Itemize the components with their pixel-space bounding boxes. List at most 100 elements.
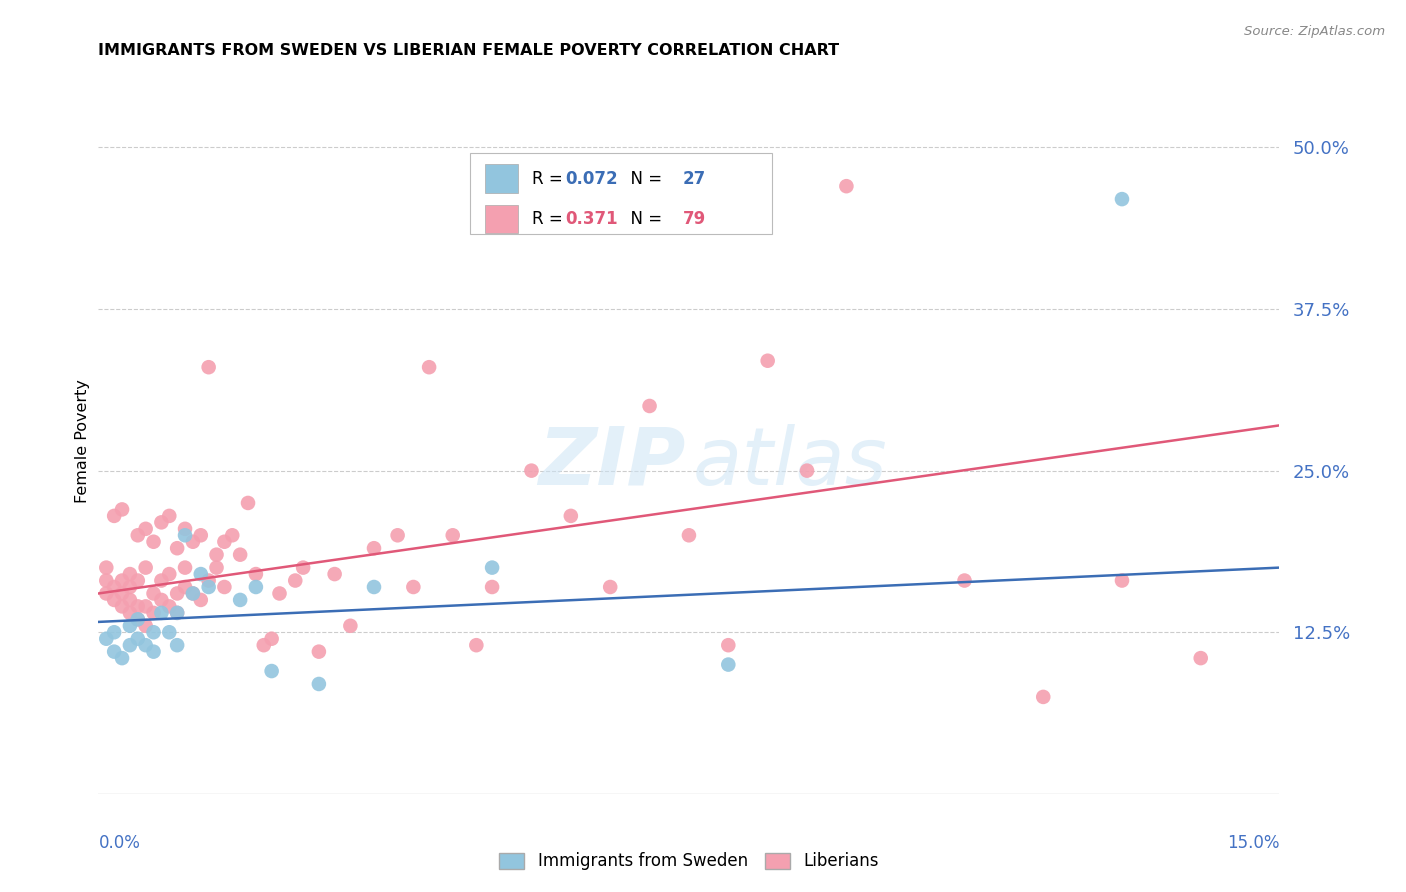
Point <box>111 574 134 588</box>
Point <box>441 528 464 542</box>
Point <box>142 586 165 600</box>
Point <box>174 528 197 542</box>
Bar <box>485 205 517 233</box>
Point <box>221 528 243 542</box>
Point <box>520 464 543 478</box>
Point <box>190 567 212 582</box>
Point <box>166 606 188 620</box>
Point <box>118 580 141 594</box>
Point <box>260 664 283 678</box>
Point <box>127 599 149 614</box>
Point <box>111 502 134 516</box>
Point <box>181 586 204 600</box>
Point <box>197 580 219 594</box>
Point <box>157 508 180 523</box>
Point <box>560 508 582 523</box>
Point <box>142 534 165 549</box>
Text: Source: ZipAtlas.com: Source: ZipAtlas.com <box>1244 25 1385 38</box>
Point <box>142 645 165 659</box>
Point <box>127 612 149 626</box>
Point <box>481 580 503 594</box>
Y-axis label: Female Poverty: Female Poverty <box>75 380 90 503</box>
Point <box>363 580 385 594</box>
Point <box>127 574 149 588</box>
Point <box>953 574 976 588</box>
Point <box>166 606 188 620</box>
Text: N =: N = <box>620 211 668 228</box>
Point <box>96 632 118 646</box>
Point <box>236 496 259 510</box>
Point <box>339 619 361 633</box>
Point <box>96 574 118 588</box>
Point <box>118 567 141 582</box>
Point <box>796 464 818 478</box>
Point <box>103 593 125 607</box>
Point <box>387 528 409 542</box>
Point <box>150 574 173 588</box>
Text: R =: R = <box>531 169 568 187</box>
Point <box>103 508 125 523</box>
Point <box>127 528 149 542</box>
Point <box>150 606 173 620</box>
Point <box>197 574 219 588</box>
Point <box>717 657 740 672</box>
Point <box>418 360 440 375</box>
Point <box>205 560 228 574</box>
Point <box>253 638 276 652</box>
Point <box>717 638 740 652</box>
Text: N =: N = <box>620 169 668 187</box>
Point <box>174 560 197 574</box>
Point <box>308 645 330 659</box>
Point <box>756 353 779 368</box>
Point <box>284 574 307 588</box>
Point <box>308 677 330 691</box>
Point <box>181 586 204 600</box>
Point <box>245 567 267 582</box>
Point <box>1111 574 1133 588</box>
Point <box>127 612 149 626</box>
Point <box>150 593 173 607</box>
Point <box>118 638 141 652</box>
Text: 0.371: 0.371 <box>565 211 617 228</box>
Point <box>363 541 385 556</box>
Point <box>157 625 180 640</box>
Point <box>111 586 134 600</box>
Point <box>190 593 212 607</box>
Point <box>166 541 188 556</box>
Point <box>214 580 236 594</box>
Point <box>323 567 346 582</box>
Text: ZIP: ZIP <box>538 424 685 501</box>
Text: IMMIGRANTS FROM SWEDEN VS LIBERIAN FEMALE POVERTY CORRELATION CHART: IMMIGRANTS FROM SWEDEN VS LIBERIAN FEMAL… <box>98 43 839 58</box>
Point <box>835 179 858 194</box>
Point <box>1189 651 1212 665</box>
Point <box>465 638 488 652</box>
Point <box>96 586 118 600</box>
Point <box>599 580 621 594</box>
Point <box>142 625 165 640</box>
Point <box>135 560 157 574</box>
Text: 79: 79 <box>683 211 706 228</box>
Point <box>142 606 165 620</box>
Point <box>103 645 125 659</box>
Point <box>157 567 180 582</box>
Point <box>96 560 118 574</box>
Point <box>135 638 157 652</box>
Point <box>135 599 157 614</box>
Text: R =: R = <box>531 211 568 228</box>
Point <box>260 632 283 646</box>
Point <box>111 599 134 614</box>
Point <box>229 548 252 562</box>
Point <box>127 632 149 646</box>
Point <box>166 638 188 652</box>
Point <box>197 360 219 375</box>
Legend: Immigrants from Sweden, Liberians: Immigrants from Sweden, Liberians <box>492 846 886 877</box>
Point <box>245 580 267 594</box>
Point <box>214 534 236 549</box>
Point <box>111 651 134 665</box>
Point <box>678 528 700 542</box>
Point <box>269 586 291 600</box>
Text: 27: 27 <box>683 169 706 187</box>
Point <box>181 534 204 549</box>
Point <box>135 522 157 536</box>
Point <box>1111 192 1133 206</box>
